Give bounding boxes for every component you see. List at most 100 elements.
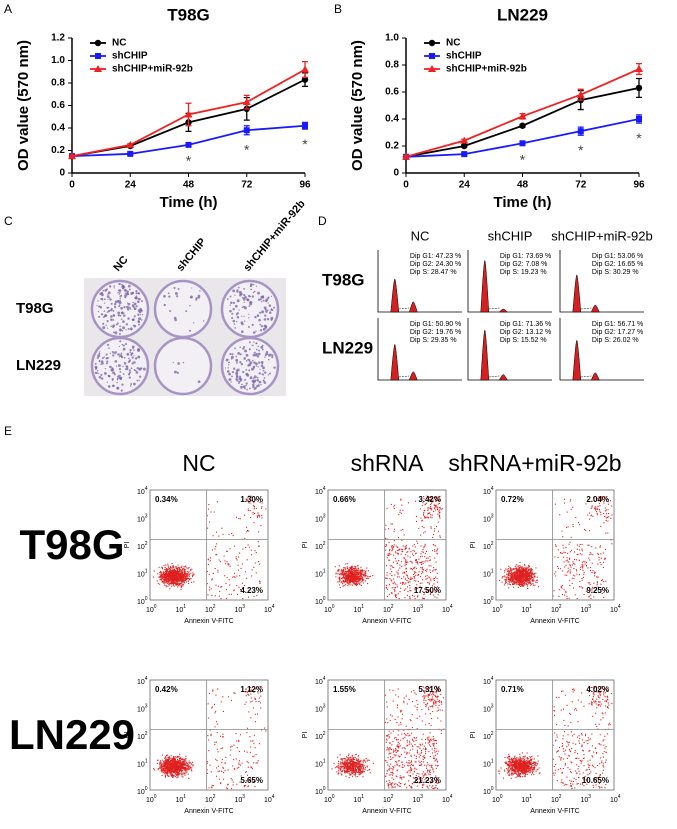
event-dot [167,756,169,758]
event-dot [558,595,560,597]
marker [636,116,642,122]
event-dot [343,576,345,578]
event-dot [231,788,233,790]
colony [268,311,272,314]
colony [112,354,115,357]
event-dot [517,582,519,584]
colony [112,371,115,375]
event-dot [169,569,171,571]
event-dot [399,511,401,513]
event-dot [392,566,394,568]
event-dot [391,523,393,525]
event-dot [420,545,422,547]
event-dot [210,771,212,773]
event-dot [236,575,238,577]
event-dot [507,573,509,575]
event-dot [177,759,179,761]
event-dot [394,504,396,506]
event-dot [181,572,183,574]
event-dot [218,778,220,780]
event-dot [160,578,162,580]
event-dot [574,563,576,565]
y-tick-label: 104 [483,486,494,496]
event-dot [176,768,178,770]
event-dot [508,565,510,567]
event-dot [530,578,532,580]
event-dot [349,579,351,582]
colony [119,297,121,300]
event-dot [509,580,511,582]
event-dot [530,571,532,573]
colony [252,377,255,380]
event-dot [185,755,187,757]
y-tick-label: 103 [137,514,148,524]
event-dot [604,507,606,509]
tick-base: 10 [581,607,589,614]
event-dot [352,581,355,584]
colony [264,354,267,357]
colony [228,372,231,376]
event-dot [190,570,192,572]
event-dot [605,517,607,519]
colony [253,361,256,364]
event-dot [177,756,179,758]
event-dot [521,583,523,586]
event-dot [523,567,525,569]
event-dot [595,511,598,513]
colony [238,375,242,378]
event-dot [407,582,409,584]
event-dot [513,577,515,579]
event-dot [175,566,178,568]
event-dot [591,589,593,591]
event-dot [157,768,159,770]
event-dot [186,575,188,578]
event-dot [250,689,252,691]
event-dot [181,581,183,583]
event-dot [434,569,436,571]
colony [230,357,233,360]
event-dot [174,580,176,582]
event-dot [598,500,600,502]
event-dot [420,562,422,564]
panel-letter: E [4,424,12,438]
event-dot [355,584,357,586]
event-dot [425,588,428,591]
event-dot [350,567,352,569]
event-dot [250,496,252,498]
event-dot [184,576,186,578]
tick-exponent: 2 [213,604,216,610]
event-dot [176,575,178,577]
event-dot [361,574,363,576]
event-dot [222,766,224,768]
event-dot [177,570,179,572]
event-dot [246,498,248,500]
colony [110,308,113,312]
event-dot [519,580,521,582]
colony [253,351,256,354]
colony [122,320,125,323]
event-dot [423,511,425,514]
event-dot [164,772,166,775]
colony [111,378,114,381]
event-dot [516,582,518,584]
event-dot [177,567,179,569]
event-dot [504,583,506,585]
event-dot [345,584,347,586]
event-dot [256,515,258,517]
colony [261,295,265,298]
colony [271,356,274,359]
event-dot [341,581,343,583]
event-dot [502,576,504,578]
event-dot [406,580,408,582]
event-dot [534,576,536,578]
x-tick-label: 0 [69,180,75,191]
y-tick-label: 102 [137,541,148,551]
event-dot [360,569,362,571]
event-dot [533,578,535,580]
event-dot [344,573,346,575]
event-dot [384,577,386,579]
colony [248,387,251,390]
event-dot [401,578,403,580]
column-label: shCHIP [174,236,208,274]
event-dot [342,585,344,587]
